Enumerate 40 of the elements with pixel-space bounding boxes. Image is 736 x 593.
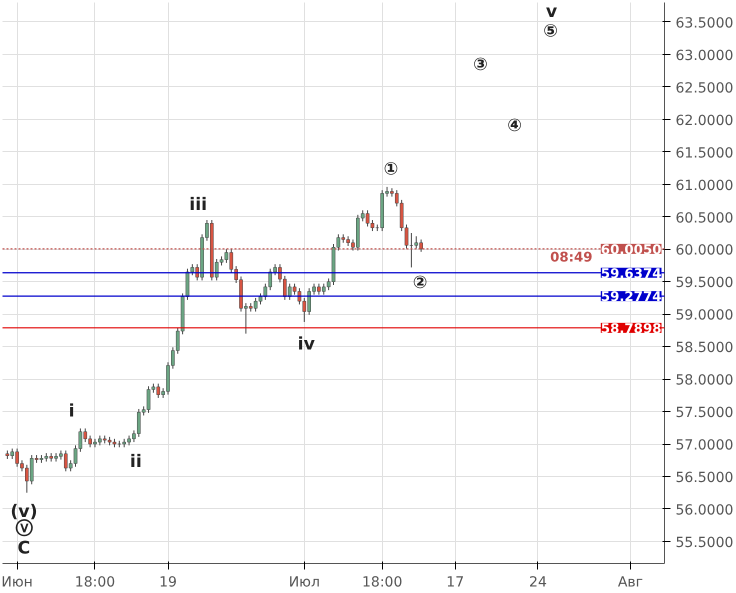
y-tick-label: 63.0000 — [676, 48, 734, 64]
y-tick-label: 61.5000 — [676, 145, 734, 162]
y-tick-label: 61.0000 — [676, 178, 734, 194]
y-tick-label: 59.5000 — [676, 275, 734, 292]
annotation: 08:49 — [550, 250, 593, 266]
x-tick-label: 17 — [446, 574, 464, 590]
annotation: C — [18, 538, 30, 559]
annotation: ③ — [473, 54, 488, 75]
x-tick-label: Июн — [1, 574, 33, 590]
annotation: iv — [298, 334, 316, 355]
annotation: ⑤ — [543, 22, 558, 42]
ref-line-label: 59.6374 — [600, 266, 662, 282]
y-tick-label: 56.5000 — [676, 470, 734, 486]
x-tick-label: 19 — [159, 574, 177, 590]
x-tick-label: 18:00 — [74, 574, 116, 590]
y-tick-label: 62.5000 — [676, 80, 734, 96]
y-tick-label: 56.0000 — [676, 502, 734, 518]
y-tick-label: 55.5000 — [676, 534, 734, 551]
ref-line-label: 58.7898 — [600, 322, 662, 337]
y-tick-label: 58.5000 — [676, 340, 734, 356]
y-tick-label: 58.0000 — [676, 372, 734, 389]
y-tick-label: 57.5000 — [676, 405, 734, 422]
y-tick-label: 63.5000 — [676, 15, 734, 32]
y-tick-label: 57.0000 — [676, 438, 734, 454]
annotation: ④ — [507, 116, 522, 136]
annotation: i — [68, 402, 75, 422]
y-tick-label: 62.0000 — [676, 112, 734, 129]
annotation: ii — [130, 452, 142, 472]
y-tick-label: 60.5000 — [676, 210, 734, 226]
x-tick-label: 24 — [529, 574, 547, 590]
x-tick-label: 18:00 — [362, 574, 402, 590]
ref-line-label: 60.0050 — [600, 242, 662, 258]
y-tick-label: 60.0000 — [676, 242, 734, 259]
annotation: iii — [189, 195, 208, 216]
annotation: v — [546, 2, 558, 22]
annotation: ① — [384, 159, 398, 180]
x-tick-label: Авг — [618, 574, 644, 590]
annotation: ② — [412, 273, 428, 293]
y-tick-label: 59.0000 — [676, 308, 734, 324]
x-tick-label: Июл — [288, 574, 320, 590]
